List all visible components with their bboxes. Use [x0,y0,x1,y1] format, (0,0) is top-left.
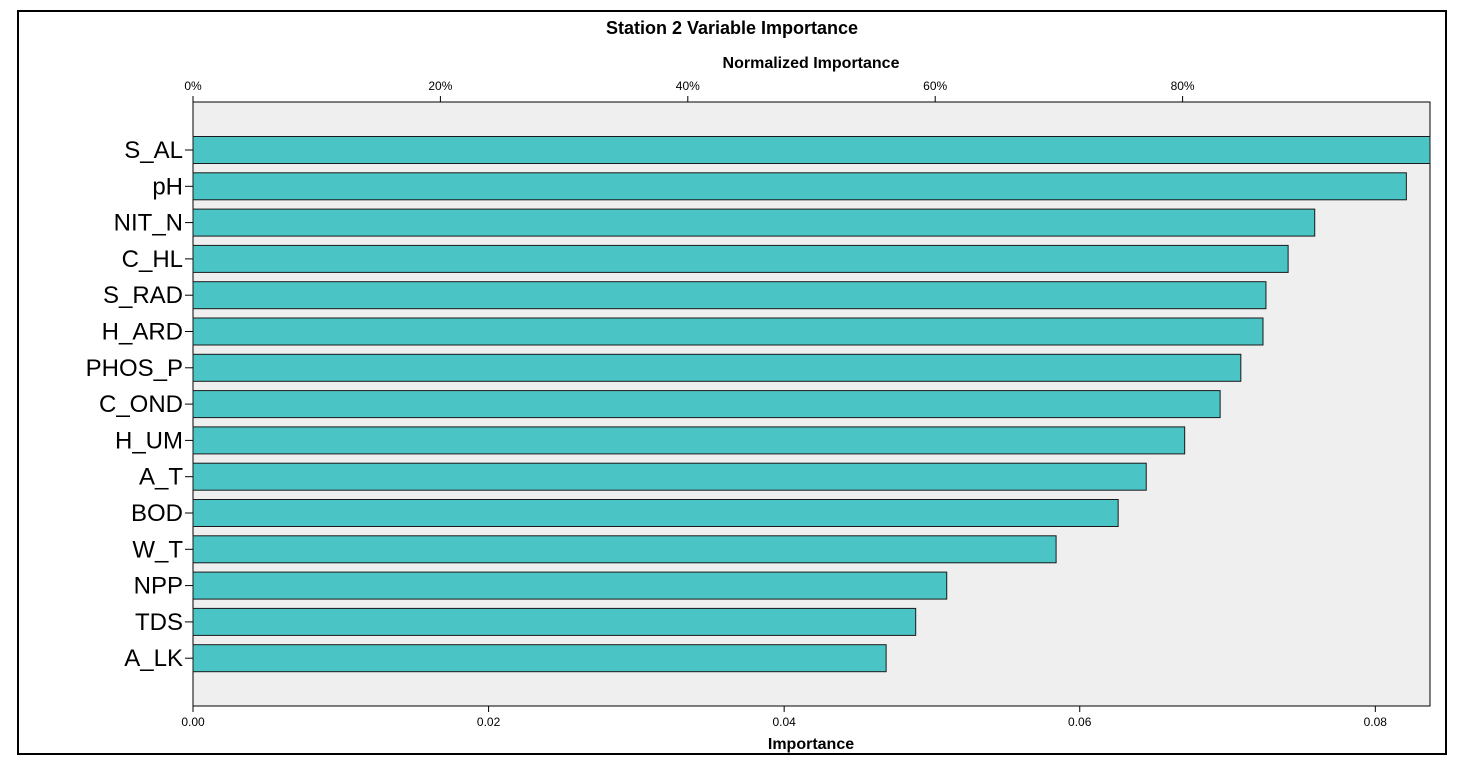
bar-tds [192,607,917,636]
bar-ph [192,172,1407,201]
category-label: C_OND [99,391,183,418]
bar-bod [192,499,1119,527]
category-label: C_HL [122,246,183,273]
bar-c-ond [192,390,1221,419]
category-label: NPP [134,573,183,600]
bottom-axis-ticks: 0.00 0.02 0.04 0.06 0.08 [181,706,1387,729]
bar-s-rad [192,281,1267,310]
top-axis-ticks: 0% 20% 40% 60% 80% [184,79,1195,102]
x-tick-label: 0.04 [772,715,796,729]
category-label: W_T [132,536,183,563]
category-label: A_LK [124,645,183,672]
category-label: PHOS_P [86,355,183,382]
x-tick-label: 0.00 [181,715,205,729]
bar-a-t [192,462,1147,491]
top-tick-label: 0% [184,79,202,93]
bar-h-um [192,426,1186,455]
top-axis-title: Normalized Importance [723,55,900,72]
bar-w-t [192,535,1057,564]
top-tick-label: 60% [923,79,947,93]
top-tick-label: 20% [428,79,452,93]
x-axis-title: Importance [768,736,854,753]
bar-c-hl [192,244,1289,273]
chart-title: Station 2 Variable Importance [606,18,858,38]
category-label: S_RAD [103,282,183,309]
bar-a-lk [192,644,887,673]
x-tick-label: 0.02 [477,715,501,729]
bar-h-ard [192,317,1264,346]
category-label: TDS [135,609,183,636]
category-label: S_AL [124,137,183,164]
x-tick-label: 0.08 [1364,715,1388,729]
top-tick-label: 80% [1171,79,1195,93]
x-tick-label: 0.06 [1068,715,1092,729]
category-label: H_ARD [102,319,183,346]
bars-group [192,136,1431,673]
bar-npp [192,571,948,600]
category-label: BOD [131,500,183,527]
bar-nit-n [192,208,1316,237]
category-label: pH [152,173,183,200]
bar-phos-p [192,353,1242,382]
category-label: NIT_N [114,210,183,237]
top-tick-label: 40% [676,79,700,93]
bar-s-al [192,136,1431,164]
category-label: A_T [139,464,183,491]
y-axis-labels: S_AL pH NIT_N C_HL S_RAD H_ARD PHOS_P C_OND H_UM… [86,137,193,672]
category-label: H_UM [115,427,183,454]
